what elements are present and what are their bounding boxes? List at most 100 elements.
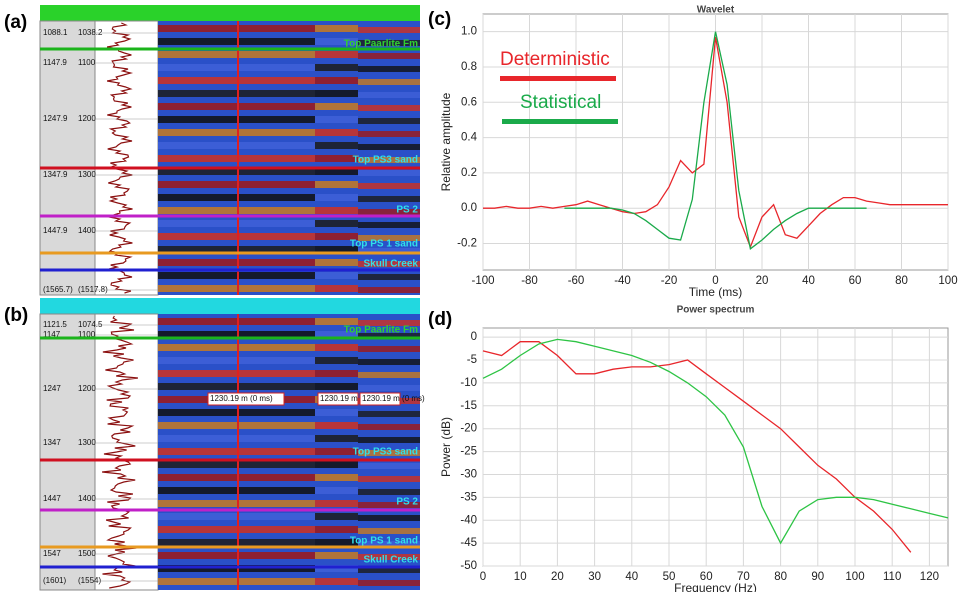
seismic-band <box>158 357 315 364</box>
x-tick-label: 80 <box>774 571 787 583</box>
formation-top-label: Top PS 1 sand <box>350 536 418 547</box>
plot-area <box>483 328 948 566</box>
panel-label: (a) <box>4 12 27 33</box>
y-tick-label: 1.0 <box>461 26 477 38</box>
x-tick-label: 40 <box>802 275 815 287</box>
seismic-band <box>158 181 315 188</box>
x-tick-label: -100 <box>471 275 494 287</box>
seismic-band <box>358 346 420 352</box>
x-tick-label: 20 <box>756 275 769 287</box>
depth-label: 1100 <box>78 58 96 67</box>
legend-label: Statistical <box>520 92 601 113</box>
depth-label: 1547 <box>43 549 61 558</box>
seismic-band <box>158 461 315 468</box>
seismic-band <box>358 183 420 189</box>
x-tick-label: -60 <box>568 275 585 287</box>
depth-label: 1247 <box>43 384 61 393</box>
depth-label: 1300 <box>78 170 96 179</box>
seismic-band <box>358 437 420 443</box>
depth-label: 1088.1 <box>43 28 68 37</box>
seismic-band <box>158 318 315 325</box>
seismic-band <box>315 552 358 559</box>
seismic-band <box>315 25 358 32</box>
seismic-band <box>315 181 358 188</box>
seismic-band <box>158 103 315 110</box>
x-tick-label: -40 <box>614 275 631 287</box>
formation-top-label: PS 2 <box>396 205 418 216</box>
seismic-band <box>315 272 358 279</box>
seismic-band <box>158 207 315 214</box>
y-axis-label: Power (dB) <box>439 417 453 477</box>
seismic-band <box>358 463 420 469</box>
seismic-band <box>315 51 358 58</box>
seismic-band <box>158 142 315 149</box>
seismic-band <box>158 64 315 71</box>
depth-label: (1517.8) <box>78 285 108 294</box>
formation-top-label: Top PS3 sand <box>353 447 418 458</box>
seismic-band <box>358 222 420 228</box>
seismic-band <box>358 170 420 176</box>
seismic-band <box>158 448 315 455</box>
x-tick-label: 60 <box>849 275 862 287</box>
y-tick-label: -0.2 <box>457 238 477 250</box>
x-tick-label: 100 <box>845 571 864 583</box>
panel-label: (c) <box>428 9 451 30</box>
seismic-band <box>158 233 315 240</box>
y-tick-label: -25 <box>460 446 477 458</box>
seismic-band <box>158 422 315 429</box>
seismic-band <box>158 116 315 123</box>
seismic-band <box>158 487 315 494</box>
seismic-band <box>158 526 315 533</box>
seismic-band <box>358 118 420 124</box>
seismic-band <box>158 259 315 266</box>
y-tick-label: -20 <box>460 423 477 435</box>
seismic-band <box>158 25 315 32</box>
seismic-band <box>358 515 420 521</box>
seismic-band <box>358 92 420 98</box>
y-tick-label: -10 <box>460 377 477 389</box>
marker-label: 1230.19 m (0 ms) <box>210 394 273 403</box>
x-tick-label: 110 <box>883 571 901 583</box>
depth-label: 1200 <box>78 384 96 393</box>
depth-label: 1347.9 <box>43 170 68 179</box>
seismic-band <box>358 105 420 111</box>
y-tick-label: 0.8 <box>461 61 477 73</box>
y-axis-label: Relative amplitude <box>439 92 453 191</box>
seismic-band <box>315 194 358 201</box>
depth-label: 1200 <box>78 114 96 123</box>
seismic-band <box>158 500 315 507</box>
seismic-band <box>158 539 315 546</box>
panel-label: (d) <box>428 309 452 330</box>
seismic-band <box>315 513 358 520</box>
seismic-band <box>158 474 315 481</box>
y-tick-label: -45 <box>460 537 477 549</box>
seismic-band <box>315 220 358 227</box>
seismic-band <box>158 578 315 585</box>
formation-top-label: Top Paarlite Fm <box>344 325 418 336</box>
x-tick-label: -20 <box>661 275 678 287</box>
y-tick-label: 0.4 <box>461 132 478 144</box>
x-axis-label: Time (ms) <box>689 285 743 299</box>
legend-swatch <box>500 76 616 81</box>
seismic-band <box>315 435 358 442</box>
seismic-band <box>315 383 358 390</box>
seismic-band <box>315 155 358 162</box>
seismic-band <box>158 344 315 351</box>
seismic-band <box>158 194 315 201</box>
y-tick-label: 0 <box>471 331 477 343</box>
seismic-band <box>315 448 358 455</box>
seismic-band <box>315 370 358 377</box>
depth-label: 1074.5 <box>78 320 103 329</box>
y-tick-label: -30 <box>460 468 477 480</box>
seismic-band <box>158 383 315 390</box>
legend-label: Deterministic <box>500 49 610 70</box>
depth-label: (1565.7) <box>43 285 73 294</box>
x-tick-label: -80 <box>521 275 538 287</box>
seismic-band <box>358 287 420 293</box>
x-tick-label: 30 <box>588 571 601 583</box>
seismic-band <box>315 285 358 292</box>
formation-top-label: Top Paarlite Fm <box>344 39 418 50</box>
seismic-band <box>158 155 315 162</box>
seismic-band <box>358 79 420 85</box>
y-tick-label: 0.0 <box>461 202 477 214</box>
